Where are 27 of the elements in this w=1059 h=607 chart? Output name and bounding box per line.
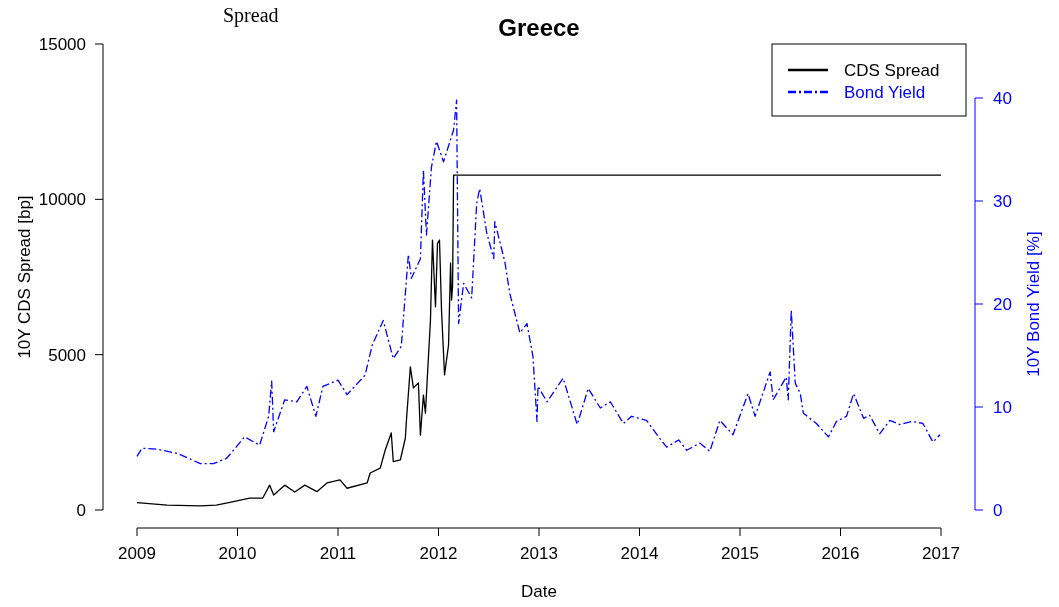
y-tick-label: 15000 (38, 35, 86, 54)
text: Spread (223, 4, 279, 27)
legend-label: CDS Spread (844, 61, 940, 80)
y2-tick-label: 20 (993, 295, 1012, 314)
legend-label: Bond Yield (844, 83, 926, 102)
y-axis-title: 10Y CDS Spread [bp] (15, 195, 34, 359)
y2-tick-label: 30 (993, 192, 1012, 211)
x-tick-label: 2011 (319, 544, 357, 563)
line-series (136, 174, 942, 507)
chart-title: Greece (498, 14, 580, 41)
x-axis-title: Date (521, 582, 557, 601)
y2-tick-label: 40 (993, 89, 1012, 108)
y-tick-label: 0 (76, 501, 86, 520)
y-tick-label: 5000 (48, 345, 86, 365)
x-tick-label: 2009 (118, 544, 156, 563)
y2-axis-title: 10Y Bond Yield [%] (1024, 231, 1043, 377)
y-tick-label: 10000 (38, 190, 86, 210)
x-tick-label: 2013 (520, 544, 558, 563)
y2-tick-label: 10 (993, 398, 1012, 417)
x-tick-label: 2012 (419, 544, 458, 563)
x-tick-label: 2016 (821, 544, 860, 563)
x-tick-label: 2017 (922, 544, 960, 563)
line-series (136, 99, 941, 465)
x-tick-label: 2015 (721, 544, 759, 563)
y2-tick-label: 0 (993, 501, 1003, 520)
x-tick-label: 2010 (218, 544, 257, 563)
x-tick-label: 2014 (620, 544, 659, 563)
